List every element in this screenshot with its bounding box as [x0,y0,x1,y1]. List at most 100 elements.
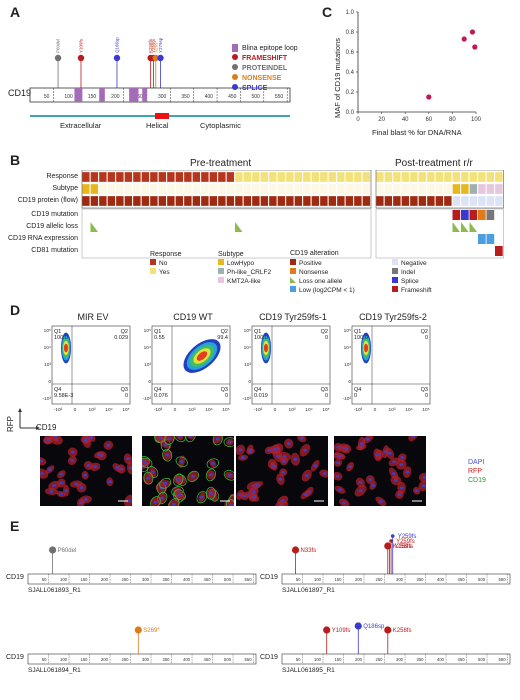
oncoprint-cell [251,221,260,233]
oncoprint-cell [353,195,362,207]
oncoprint-cell [183,195,192,207]
flow-plot-title: MIR EV [77,312,109,322]
oncoprint-cell [294,183,303,195]
flow-x-tick: 10⁵ [422,407,429,413]
quadrant-label: 0.076 [154,393,168,399]
tick-label-a: 100 [64,94,73,100]
sample-tick: 50 [296,657,301,662]
sample-tick: 200 [355,577,363,582]
oncoprint-cell [353,233,362,245]
flow-x-tick: 10⁴ [205,407,212,413]
sample-gene-label: CD19 [6,654,24,661]
tick-label-a: 550 [275,94,284,100]
microscopy-image [236,436,328,506]
oncoprint-cell [107,195,116,207]
oncoprint-cell [209,245,218,257]
legend-positive: Positive [299,260,322,267]
x-tick-label: 80 [449,117,456,123]
oncoprint-cell [285,171,294,183]
oncoprint-cell [302,233,311,245]
oncoprint-cell [477,245,486,257]
oncoprint-cell [294,171,303,183]
legend-nonsense-b: Nonsense [299,269,329,276]
tick-label-a: 50 [44,94,50,100]
oncoprint-cell [192,209,201,221]
legend-splice: SPLICE [242,85,268,92]
oncoprint-cell [124,209,133,221]
oncoprint-cell [392,221,401,233]
quadrant-label: 0.55 [154,335,165,341]
quadrant-label: 0 [225,393,228,399]
oncoprint-cell [435,245,444,257]
oncoprint-cell [132,221,141,233]
allelic-loss-triangle [452,222,460,232]
tick-label-a: 250 [135,94,144,100]
stain-dapi: DAPI [468,459,485,466]
oncoprint-cell [166,245,175,257]
oncoprint-cell [418,221,427,233]
panel-a-legend: Blina epitope loop FRAMESHIFT PROTEINDEL… [232,44,298,94]
quadrant-label: 0.019 [254,393,268,399]
proteindel-dot [232,64,238,70]
oncoprint-cell [311,209,320,221]
oncoprint-cell [243,233,252,245]
splice-dot [232,84,238,90]
splice-swatch [392,277,398,283]
legend-lossone: Loss one allele [299,278,343,285]
oncoprint-cell [149,221,158,233]
y-tick-label: 0.8 [346,30,355,36]
density-blob [263,343,269,353]
oncoprint-cell [192,195,201,207]
sample-gene-label: CD19 [6,574,24,581]
flow-x-tick: -10³ [354,407,363,413]
sample-tick: 250 [376,657,384,662]
oncoprint-cell [452,195,461,207]
sample-tick: 100 [314,577,322,582]
oncoprint-cell [132,171,141,183]
oncoprint-cell [200,245,209,257]
sample-lollipop-head [387,544,392,548]
oncoprint-cell [401,209,410,221]
x-tick-label: 20 [378,117,385,123]
sample-tick: 500 [224,657,232,662]
sample-tick: 200 [101,577,109,582]
oncoprint-cell [90,195,99,207]
oncoprint-cell [226,209,235,221]
oncoprint-cell [149,209,158,221]
flow-y-tick: 10³ [44,362,51,368]
oncoprint-cell [81,233,90,245]
lollipop-label: Y109fs [78,38,83,53]
flow-x-tick: 0 [374,407,377,413]
oncoprint-cell [98,221,107,233]
oncoprint-cell [124,171,133,183]
legend-subtype: Subtype LowHypo Ph-like_CRLF2 KMT2A-like [218,250,271,286]
oncoprint-cell [115,245,124,257]
oncoprint-cell [336,221,345,233]
oncoprint-cell [98,183,107,195]
legend-yes: Yes [159,269,170,276]
oncoprint-cell [452,233,461,245]
oncoprint-cell [183,183,192,195]
flow-x-tick: 0 [74,407,77,413]
oncoprint-cell [200,171,209,183]
oncoprint-cell [132,195,141,207]
oncoprint-cell [384,209,393,221]
stain-legend: DAPI RFP CD19 [468,458,486,485]
oncoprint-cell [107,221,116,233]
oncoprint-cell [311,221,320,233]
flow-plot-title: CD19 Tyr259fs-2 [359,312,427,322]
oncoprint-cell [294,245,303,257]
oncoprint-cell [362,233,371,245]
oncoprint-cell [98,209,107,221]
sample-gene-label: CD19 [260,654,278,661]
flow-y-tick: 10³ [244,362,251,368]
legend-response-title: Response [150,251,182,258]
oncoprint-cell [268,195,277,207]
flow-x-tick: 10⁴ [305,407,312,413]
legend-negative: Negative [401,260,427,267]
quadrant-label: 0 [425,335,428,341]
tick-label-a: 350 [181,94,190,100]
legend-response: Response No Yes [150,250,182,277]
oncoprint-cell [243,195,252,207]
oncoprint-cell [277,171,286,183]
